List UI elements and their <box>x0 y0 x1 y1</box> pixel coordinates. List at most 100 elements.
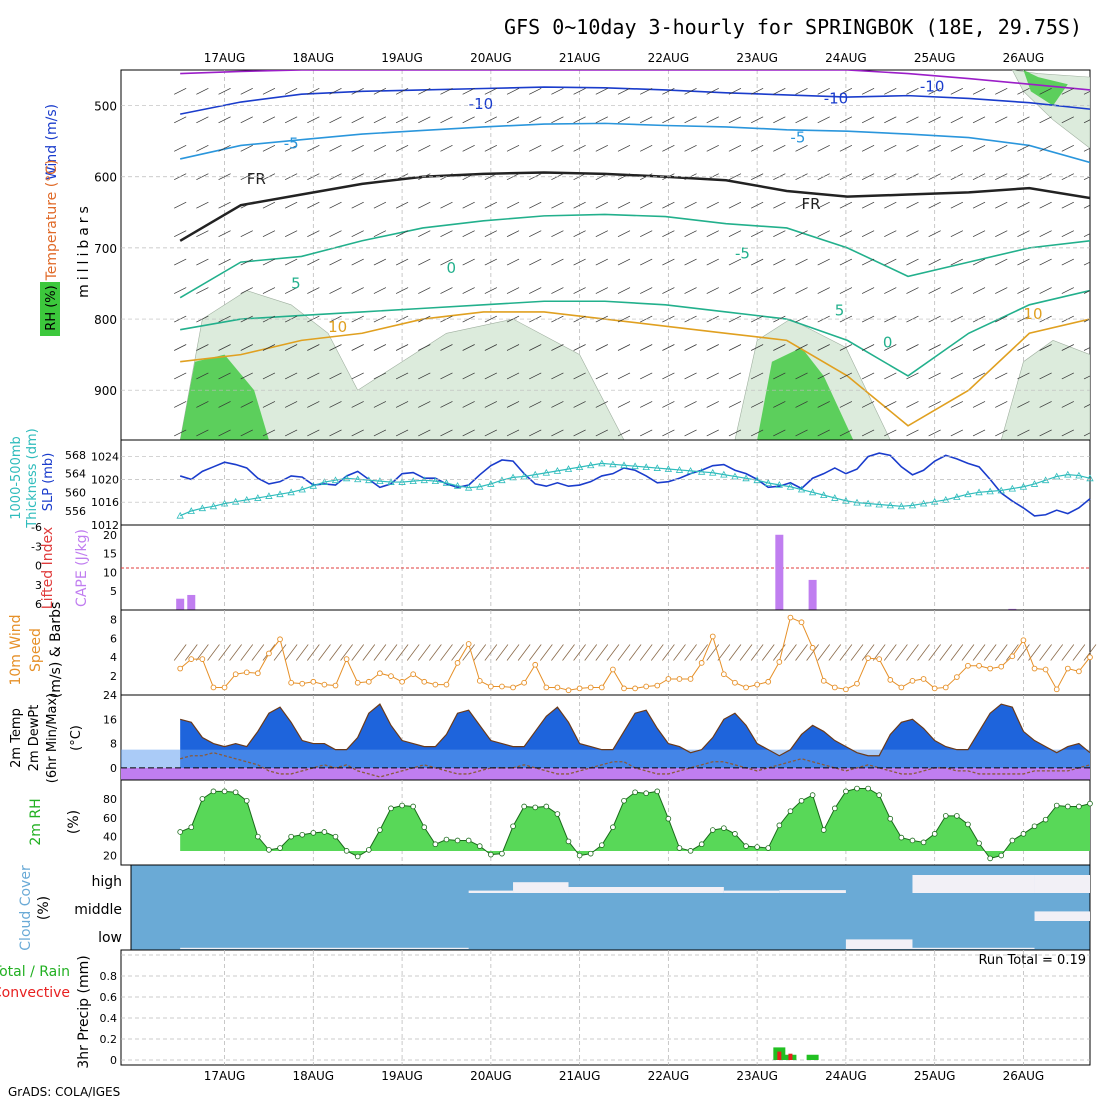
wind-barb <box>906 201 919 209</box>
wind-barb <box>972 88 986 95</box>
slp-axis-labels: 1000-500mb Thickness (dm) SLP (mb) <box>9 428 56 528</box>
thickness-point <box>176 511 184 519</box>
cape-tick-label: 20 <box>103 529 117 542</box>
wind-barb <box>928 287 941 294</box>
wind-speed-point <box>754 681 760 688</box>
wind-barb <box>373 429 387 437</box>
wind-barb <box>262 88 276 95</box>
wind-barb <box>773 344 786 351</box>
wind-barb-surface <box>207 644 220 661</box>
isotherm-line <box>180 122 1090 164</box>
wind-barb <box>1083 119 1090 124</box>
date-label-top: 18AUG <box>293 51 335 65</box>
wind-barb <box>462 372 475 380</box>
wind-barb <box>884 401 897 408</box>
wind-barb <box>418 88 431 95</box>
wind-barb <box>506 344 520 351</box>
wind-barb <box>484 372 498 380</box>
wind-barb-surface <box>906 644 919 661</box>
wind-barb <box>662 230 675 237</box>
wind-barb <box>595 287 608 294</box>
wind-barb <box>418 372 431 380</box>
wind-barb <box>440 116 453 124</box>
wind-speed-point <box>665 676 672 682</box>
thickness-point <box>376 477 384 485</box>
wind-barb <box>284 201 298 209</box>
rh-point <box>321 829 328 835</box>
wind-barb <box>750 258 764 266</box>
rh-axis-label: RH (%) <box>44 285 59 330</box>
wind-barb <box>950 201 964 209</box>
wind-barb <box>640 401 653 408</box>
wind-barb-surface <box>806 644 819 661</box>
wind-barb <box>529 287 542 294</box>
wind-barb <box>284 401 298 408</box>
isotherm-label: 5 <box>835 301 845 319</box>
wind-barb <box>351 230 364 237</box>
wind-barb <box>773 144 786 152</box>
wind-barb <box>529 344 542 351</box>
wind-barb <box>617 144 631 152</box>
wind-barb <box>706 201 719 209</box>
wind-barb <box>484 401 498 408</box>
wind-barb <box>884 201 897 209</box>
thickness-point <box>697 467 706 475</box>
cloud-high-label: high <box>91 874 122 890</box>
wind-barb <box>351 88 364 95</box>
pressure-tick-label: 600 <box>94 171 117 185</box>
wind-barb-surface <box>451 644 464 661</box>
precip-tick-label: 0.6 <box>100 991 118 1004</box>
wind-barb <box>218 287 231 294</box>
slp-tick-label: 1024 <box>91 451 119 464</box>
rh-point <box>898 834 905 841</box>
wind-barb-surface <box>628 644 642 661</box>
cloud-cell-middle <box>1034 911 1090 921</box>
wind-barb <box>462 287 475 294</box>
wind-barb <box>1039 230 1052 237</box>
wind-barb <box>1017 88 1030 95</box>
wind-barb <box>240 88 253 95</box>
wind-barb <box>750 116 764 124</box>
thickness-point <box>709 468 717 476</box>
wind-barb <box>351 116 364 124</box>
wind-speed-point <box>1064 665 1071 672</box>
rh2m-label: 2m RH <box>28 798 44 845</box>
wind-barb <box>728 173 742 181</box>
thickness-point <box>564 465 573 472</box>
isotherm-label: FR <box>247 170 266 188</box>
thickness-tick-label: 564 <box>65 468 86 481</box>
wind-barb <box>551 344 564 351</box>
isotherm-label: 5 <box>291 274 301 292</box>
thickness-point <box>808 488 817 496</box>
wind-barb <box>640 116 653 124</box>
wind-barb <box>1061 144 1074 152</box>
rh-point <box>765 845 772 851</box>
wind-speed-point <box>221 684 228 691</box>
wind-barb <box>928 88 941 95</box>
wind-barb <box>928 230 941 237</box>
thickness-point <box>453 481 462 489</box>
wind-barb-surface <box>417 644 431 661</box>
cloud-low-label: low <box>98 930 122 946</box>
date-label-bottom: 17AUG <box>204 1069 246 1083</box>
rh-point <box>1031 823 1038 830</box>
isotherm-label: FR <box>802 195 821 213</box>
wind-barb <box>218 429 231 437</box>
wind-barb-surface <box>994 644 1008 661</box>
rh-point <box>643 790 649 797</box>
rh-point <box>587 850 594 857</box>
thickness-point <box>309 481 317 489</box>
wind-tick-label: 8 <box>110 613 117 626</box>
date-label-top: 26AUG <box>1003 51 1045 65</box>
wind-barb <box>640 372 653 380</box>
wind-barb <box>196 144 209 152</box>
wind-barb-surface <box>1072 644 1086 661</box>
precip-total-bar <box>806 1054 819 1060</box>
wind-barb <box>995 144 1008 152</box>
li-tick-label: -6 <box>31 521 42 534</box>
rh-point <box>343 848 350 854</box>
thickness-point <box>964 490 972 498</box>
wind-barb <box>218 230 231 237</box>
wind-barb-surface <box>828 644 842 661</box>
thickness-point <box>820 491 828 499</box>
